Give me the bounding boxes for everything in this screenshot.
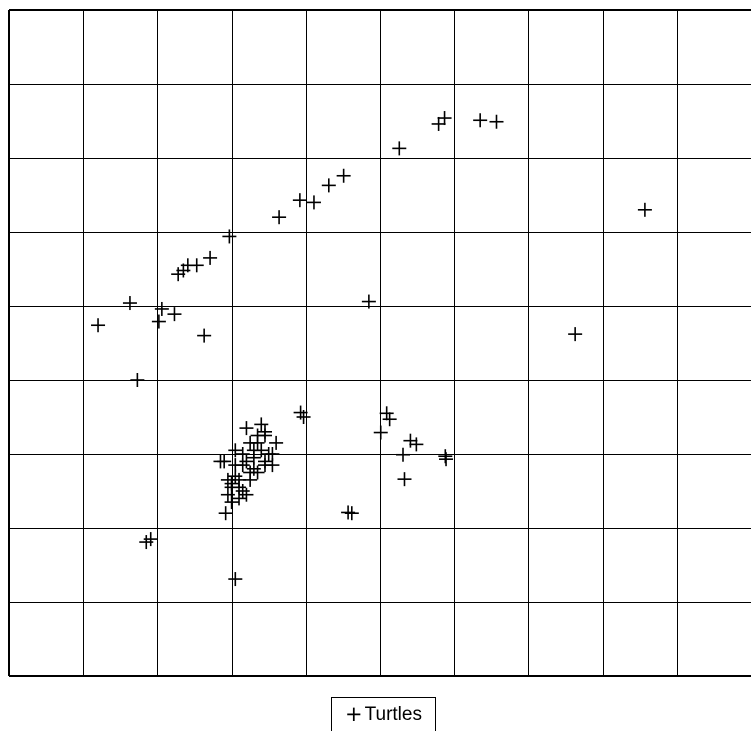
plus-marker-icon: + [345, 702, 363, 726]
data-point-marker [382, 412, 397, 427]
data-point-marker [265, 447, 280, 461]
data-point-marker [228, 443, 243, 458]
data-point-marker [437, 111, 452, 126]
data-point-marker [489, 114, 504, 129]
data-point-marker [473, 113, 488, 128]
data-point-marker [243, 472, 258, 487]
data-point-marker [220, 487, 235, 502]
data-point-marker [151, 314, 166, 329]
data-point-marker [203, 250, 218, 265]
data-point-marker [154, 301, 169, 316]
data-point-marker [235, 447, 250, 461]
data-point-marker [232, 491, 247, 506]
data-point-marker [321, 178, 336, 193]
data-point-marker [431, 116, 446, 131]
data-point-marker [222, 229, 237, 244]
data-point-marker [361, 294, 376, 309]
data-point-marker [246, 461, 261, 476]
data-point-marker [171, 267, 186, 282]
data-point-marker [254, 417, 269, 432]
data-point-marker [143, 532, 158, 547]
data-point-marker [344, 506, 359, 521]
data-point-marker [568, 327, 583, 342]
data-point-marker [228, 458, 243, 473]
data-point-marker [257, 424, 272, 439]
data-point-marker [409, 437, 424, 452]
data-point-marker [336, 168, 351, 183]
data-point-marker [167, 307, 182, 322]
grid-lines [9, 10, 751, 676]
data-point-marker [130, 373, 145, 387]
data-point-marker [392, 141, 407, 156]
data-point-marker [439, 452, 454, 467]
data-point-marker [228, 572, 243, 587]
data-point-marker [122, 296, 137, 311]
data-point-marker [197, 328, 212, 343]
data-point-marker [257, 458, 272, 473]
data-point-marker [224, 480, 239, 495]
legend-label-turtles: Turtles [364, 703, 422, 725]
legend: + Turtles [331, 697, 436, 731]
data-point-marker [250, 465, 265, 480]
data-point-marker [272, 210, 287, 225]
data-point-marker [91, 318, 106, 333]
data-point-marker [397, 472, 412, 487]
data-point-marker [239, 421, 254, 436]
data-point-marker [396, 447, 411, 462]
data-point-marker [269, 435, 284, 450]
data-point-marker [306, 195, 321, 210]
data-point-marker [246, 443, 261, 458]
data-point-marker [250, 435, 265, 450]
data-point-marker [637, 202, 652, 217]
data-point-marker [373, 425, 388, 440]
data-point-marker [403, 433, 418, 448]
data-point-marker [224, 495, 239, 510]
data-point-marker [239, 487, 254, 502]
scatter-chart [8, 9, 751, 677]
data-point-marker [235, 484, 250, 498]
series-turtles [91, 111, 652, 587]
data-point-marker [296, 410, 311, 424]
data-point-marker [213, 454, 228, 469]
data-point-marker [218, 506, 233, 521]
data-point-marker [292, 193, 307, 208]
plot-frame [8, 9, 751, 677]
data-point-marker [239, 454, 254, 469]
data-point-marker [379, 406, 394, 421]
